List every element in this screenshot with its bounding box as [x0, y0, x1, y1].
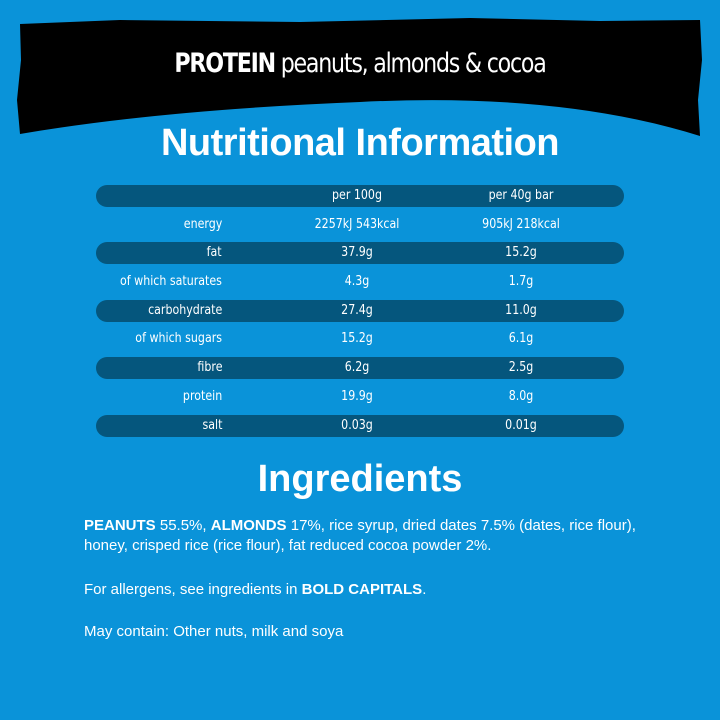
- nutrient-value: 0.01g: [505, 417, 537, 433]
- nutrient-value: 27.4g: [341, 302, 373, 318]
- nutrient-value: 4.3g: [344, 274, 370, 290]
- table-body: energy 2257kJ 543kcal 905kJ 218kcal fat 37.9…: [96, 214, 624, 437]
- nutrient-label: of which saturates: [120, 274, 222, 290]
- nutrient-value: 19.9g: [341, 388, 373, 404]
- nutrient-value: 1.7g: [508, 274, 534, 290]
- nutrient-value: 905kJ 218kcal: [482, 216, 560, 232]
- column-header: per 100g: [332, 188, 382, 203]
- nutrient-label: salt: [202, 417, 222, 433]
- table-row: fat 37.9g 15.2g: [96, 242, 624, 265]
- nutrient-value: 11.0g: [505, 302, 537, 318]
- may-contain-note: May contain: Other nuts, milk and soya: [84, 623, 344, 640]
- table-row: protein 19.9g 8.0g: [96, 386, 624, 408]
- nutrient-label: fat: [207, 245, 222, 261]
- nutrient-value: 2.5g: [508, 360, 534, 376]
- table-row: carbohydrate 27.4g 11.0g: [96, 299, 624, 322]
- nutrient-value: 6.1g: [508, 331, 534, 347]
- nutrient-label: protein: [182, 388, 222, 404]
- nutrient-value: 0.03g: [341, 417, 373, 433]
- table-row: of which saturates 4.3g 1.7g: [96, 271, 624, 293]
- nutrient-value: 37.9g: [341, 245, 373, 261]
- nutrient-label: of which sugars: [135, 331, 222, 347]
- nutrient-value: 15.2g: [341, 331, 373, 347]
- ingredients-heading: Ingredients: [257, 458, 463, 500]
- nutrient-value: 6.2g: [344, 360, 370, 376]
- table-row: fibre 6.2g 2.5g: [96, 357, 624, 380]
- table-header-row: per 100g per 40g bar: [96, 185, 624, 207]
- product-title-bold: PROTEIN: [174, 48, 276, 79]
- table-row: of which sugars 15.2g 6.1g: [96, 328, 624, 350]
- nutrition-heading: Nutritional Information: [160, 122, 560, 164]
- product-title: PROTEIN peanuts, almonds & cocoa: [65, 48, 655, 79]
- product-title-rest: peanuts, almonds & cocoa: [274, 48, 547, 79]
- ingredients-list: PEANUTS 55.5%, ALMONDS 17%, rice syrup, …: [84, 517, 636, 554]
- nutrient-label: fibre: [196, 360, 222, 376]
- allergen-note: For allergens, see ingredients in BOLD C…: [84, 581, 427, 598]
- nutrient-value: 15.2g: [505, 245, 537, 261]
- nutrient-label: carbohydrate: [147, 302, 222, 318]
- nutrition-table: per 100g per 40g bar energy 2257kJ 543kca…: [96, 185, 624, 443]
- table-row: salt 0.03g 0.01g: [96, 414, 624, 437]
- nutrient-label: energy: [183, 216, 222, 232]
- column-header: per 40g bar: [488, 188, 554, 203]
- table-row: energy 2257kJ 543kcal 905kJ 218kcal: [96, 214, 624, 236]
- title-banner: [17, 18, 702, 136]
- nutrient-value: 2257kJ 543kcal: [314, 216, 400, 232]
- nutrient-value: 8.0g: [508, 388, 534, 404]
